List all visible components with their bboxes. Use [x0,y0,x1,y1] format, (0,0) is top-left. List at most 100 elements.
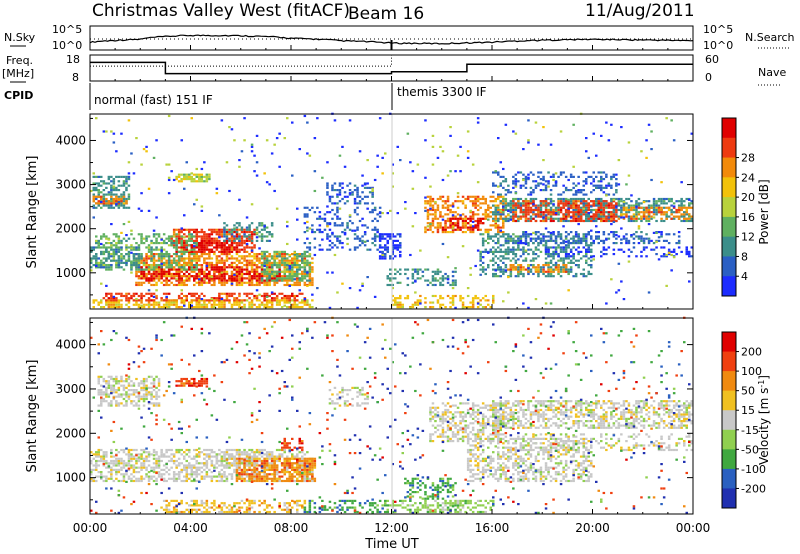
heatmap-cell [105,235,108,238]
heatmap-cell [328,228,332,231]
heatmap-cell [567,211,570,214]
heatmap-cell [313,137,317,140]
heatmap-cell [185,297,189,300]
heatmap-cell [348,219,352,223]
heatmap-cell [396,248,400,251]
heatmap-cell [690,246,694,249]
heatmap-cell [577,266,580,269]
heatmap-cell [245,255,249,258]
heatmap-cell [180,246,183,249]
heatmap-cell [391,299,395,302]
heatmap-cell [549,237,553,240]
heatmap-cell [356,228,359,231]
heatmap-cell [303,268,307,271]
heatmap-cell [270,291,274,294]
heatmap-cell [288,270,292,273]
heatmap-cell [255,233,259,236]
heatmap-cell [534,246,538,249]
heatmap-cell [263,261,266,264]
heatmap-cell [363,231,367,234]
heatmap-cell [537,237,540,240]
heatmap-cell [439,195,442,198]
heatmap-cell [296,306,299,309]
heatmap-cell [205,277,209,280]
heatmap-cell [326,191,329,194]
heatmap-cell [426,213,430,216]
heatmap-cell [439,226,442,229]
heatmap-cell [449,222,452,225]
heatmap-cell [245,299,249,302]
heatmap-cell [547,171,550,174]
heatmap-cell [238,281,241,284]
heatmap-cell [479,233,482,236]
heatmap-cell [235,237,239,240]
heatmap-cell [399,242,402,245]
heatmap-cell [597,180,601,183]
heatmap-cell [195,253,199,256]
heatmap-cell [384,233,387,236]
heatmap-cell [537,248,540,251]
heatmap-cell [233,273,236,276]
heatmap-cell [549,189,553,192]
heatmap-cell [245,250,249,253]
heatmap-cell [492,297,495,300]
heatmap-cell [652,211,656,214]
heatmap-cell [326,235,329,238]
heatmap-cell [170,239,173,242]
heatmap-cell [474,197,477,201]
heatmap-cell [243,239,246,242]
heatmap-cell [617,217,621,220]
heatmap-cell [115,244,118,247]
heatmap-cell [167,268,171,271]
heatmap-cell [572,215,575,218]
heatmap-cell [688,253,691,256]
heatmap-cell [225,250,229,253]
heatmap-cell [469,226,472,229]
heatmap-cell [602,231,606,234]
heatmap-cell [378,255,382,258]
heatmap-cell [640,206,643,209]
heatmap-cell [446,219,450,223]
heatmap-cell [167,178,171,182]
heatmap-cell [577,250,580,253]
heatmap-cell [301,261,304,264]
heatmap-cell [205,275,209,278]
heatmap-cell [627,255,631,258]
heatmap-cell [135,264,138,267]
heatmap-cell [522,246,525,249]
heatmap-cell [688,206,691,209]
heatmap-cell [612,208,616,212]
heatmap-cell [356,237,359,240]
heatmap-cell [250,237,254,240]
heatmap-cell [291,266,294,269]
heatmap-cell [667,233,671,236]
heatmap-cell [637,237,641,240]
heatmap-cell [479,303,482,306]
heatmap-cell [140,270,143,273]
heatmap-cell [270,266,274,269]
heatmap-cell [411,281,415,284]
heatmap-cell [481,297,485,300]
heatmap-cell [273,264,276,267]
heatmap-cell [230,244,234,247]
heatmap-cell [303,257,307,260]
heatmap-cell [497,211,500,214]
heatmap-cell [208,178,211,181]
heatmap-cell [489,237,493,240]
heatmap-cell [569,259,573,262]
heatmap-cell [233,235,236,238]
heatmap-cell [542,233,545,236]
heatmap-cell [296,299,299,302]
heatmap-cell [479,206,482,209]
heatmap-cell [195,228,199,231]
heatmap-cell [481,250,485,253]
heatmap-cell [220,301,224,304]
heatmap-cell [188,272,191,276]
heatmap-cell [323,228,327,231]
heatmap-cell [579,250,583,253]
heatmap-cell [213,275,216,278]
heatmap-cell [230,294,234,298]
heatmap-cell [567,257,570,260]
heatmap-cell [117,239,121,242]
heatmap-cell [527,178,530,181]
